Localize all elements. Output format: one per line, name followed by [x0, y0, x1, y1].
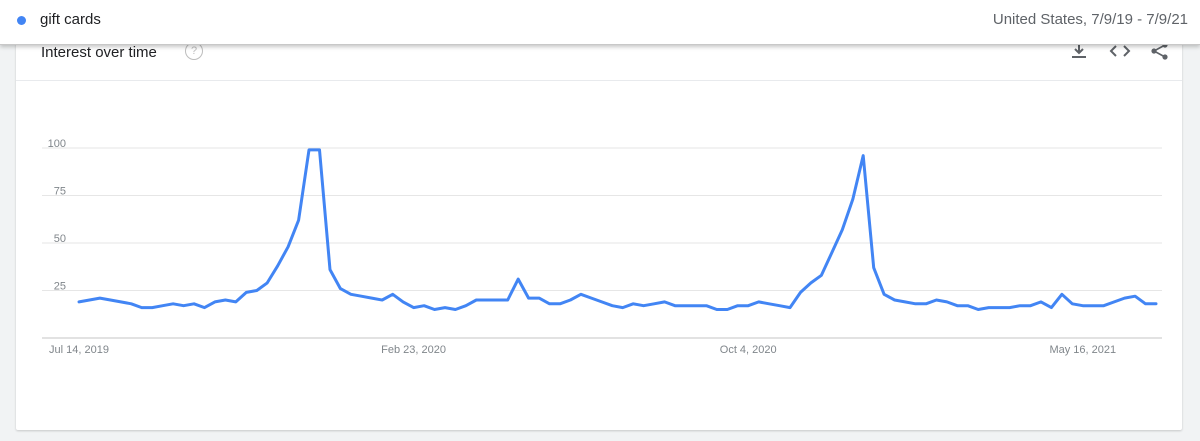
region-date-range[interactable]: United States, 7/9/19 - 7/9/21	[992, 11, 1188, 28]
x-tick-label: Feb 23, 2020	[381, 344, 446, 356]
search-term-label[interactable]: gift cards	[40, 11, 101, 28]
series-lines	[77, 148, 1158, 311]
y-axis-ticks: 25 50 75 100	[48, 138, 66, 293]
embed-code-icon[interactable]	[1108, 43, 1132, 59]
card-divider	[16, 80, 1182, 81]
series-color-dot	[17, 16, 26, 25]
y-tick-label: 75	[54, 186, 66, 198]
comparison-header: gift cards United States, 7/9/19 - 7/9/2…	[0, 0, 1200, 45]
x-tick-label: Oct 4, 2020	[720, 344, 777, 356]
y-tick-label: 25	[54, 281, 66, 293]
x-tick-label: May 16, 2021	[1049, 344, 1116, 356]
grid-lines	[42, 147, 1162, 291]
download-icon[interactable]	[1070, 42, 1088, 60]
y-tick-label: 100	[48, 138, 66, 150]
y-tick-label: 50	[54, 233, 66, 245]
x-tick-label: Jul 14, 2019	[49, 344, 109, 356]
card-title: Interest over time	[41, 44, 157, 61]
x-axis-ticks: Jul 14, 2019 Feb 23, 2020 Oct 4, 2020 May 1…	[49, 344, 1116, 356]
interest-over-time-card	[16, 30, 1182, 430]
series-line-0[interactable]	[77, 148, 1158, 311]
